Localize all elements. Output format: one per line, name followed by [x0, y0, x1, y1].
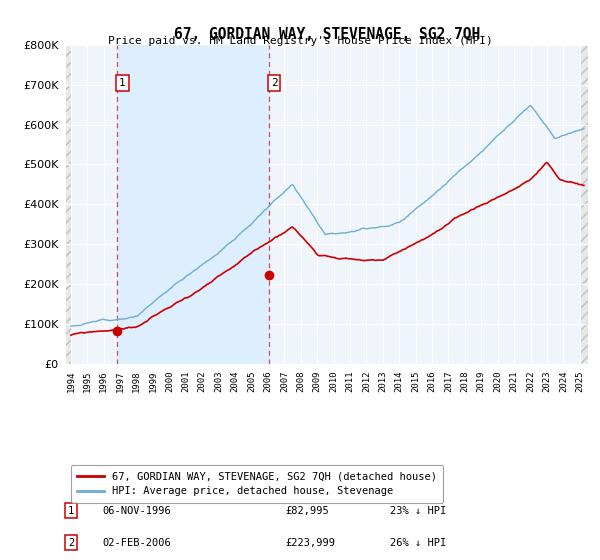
Text: 23% ↓ HPI: 23% ↓ HPI [389, 506, 446, 516]
Text: 02-FEB-2006: 02-FEB-2006 [103, 538, 171, 548]
Text: £82,995: £82,995 [285, 506, 329, 516]
Text: £223,999: £223,999 [285, 538, 335, 548]
Text: Price paid vs. HM Land Registry's House Price Index (HPI): Price paid vs. HM Land Registry's House … [107, 36, 493, 46]
Bar [118, 45, 269, 364]
Text: 26% ↓ HPI: 26% ↓ HPI [389, 538, 446, 548]
Bar [580, 45, 596, 364]
Title: 67, GORDIAN WAY, STEVENAGE, SG2 7QH: 67, GORDIAN WAY, STEVENAGE, SG2 7QH [174, 27, 480, 42]
Text: 06-NOV-1996: 06-NOV-1996 [103, 506, 171, 516]
Bar [66, 45, 71, 364]
Text: 1: 1 [119, 78, 126, 88]
Text: 2: 2 [68, 538, 74, 548]
Legend: 67, GORDIAN WAY, STEVENAGE, SG2 7QH (detached house), HPI: Average price, detach: 67, GORDIAN WAY, STEVENAGE, SG2 7QH (det… [71, 465, 443, 503]
Text: 2: 2 [271, 78, 278, 88]
Text: 1: 1 [68, 506, 74, 516]
